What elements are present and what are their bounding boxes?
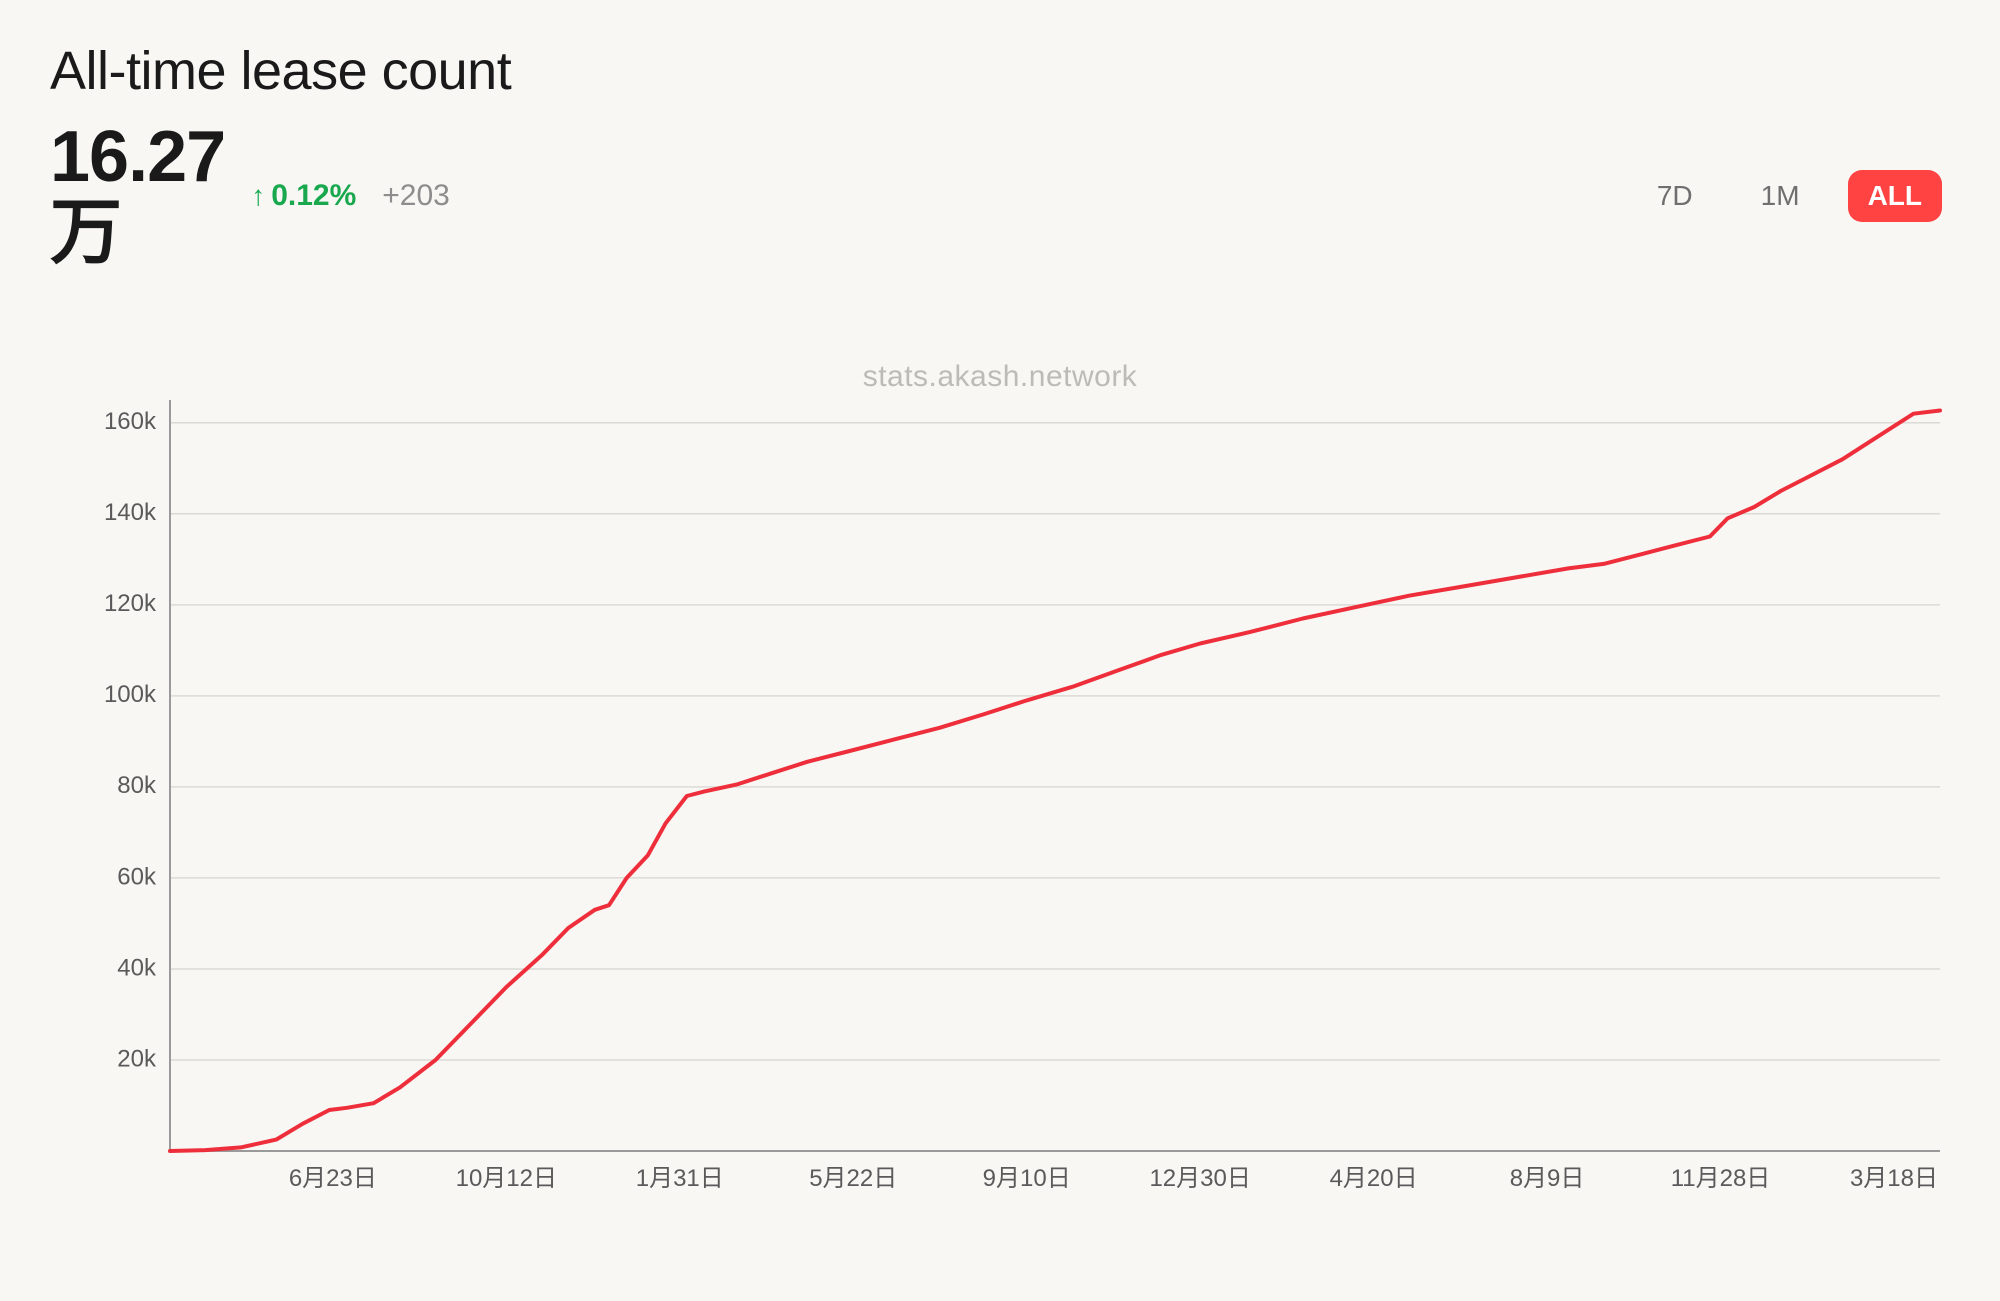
x-tick-label: 6月23日	[289, 1165, 377, 1192]
dashboard-card: All-time lease count 16.27 万 ↑ 0.12% +20…	[0, 0, 2000, 1301]
x-tick-label: 1月31日	[636, 1165, 724, 1192]
watermark-text: stats.akash.network	[0, 360, 2000, 394]
x-tick-label: 11月28日	[1671, 1165, 1771, 1192]
y-tick-label: 80k	[117, 772, 157, 799]
y-tick-label: 140k	[104, 499, 157, 526]
series-line	[170, 411, 1940, 1152]
y-tick-label: 40k	[117, 954, 157, 981]
y-tick-label: 160k	[104, 408, 157, 435]
abs-change: +203	[382, 179, 450, 213]
x-tick-label: 5月22日	[809, 1165, 897, 1192]
stat-number: 16.27	[50, 117, 225, 197]
x-tick-label: 8月9日	[1510, 1165, 1585, 1192]
line-chart: 20k 40k 60k 80k 100k 120k 140k 160k 6月23日 10月12日 1…	[90, 390, 1950, 1201]
range-tab-all[interactable]: ALL	[1848, 170, 1942, 222]
stat-value: 16.27 万	[50, 120, 225, 271]
arrow-up-icon: ↑	[251, 182, 265, 210]
pct-change-value: 0.12%	[271, 179, 356, 213]
y-tick-label: 120k	[104, 590, 157, 617]
pct-change: ↑ 0.12%	[251, 179, 356, 213]
x-tick-label: 9月10日	[983, 1165, 1071, 1192]
y-tick-label: 60k	[117, 863, 157, 890]
x-tick-label: 3月18日	[1850, 1165, 1938, 1192]
stat-unit: 万	[50, 193, 121, 273]
y-tick-label: 20k	[117, 1045, 157, 1072]
range-tab-7d[interactable]: 7D	[1637, 170, 1713, 222]
chart-area: 20k 40k 60k 80k 100k 120k 140k 160k 6月23日 10月12日 1…	[90, 390, 1950, 1201]
x-tick-label: 10月12日	[456, 1165, 557, 1192]
range-tabs: 7D 1M ALL	[1637, 170, 1950, 222]
y-tick-label: 100k	[104, 681, 157, 708]
range-tab-1m[interactable]: 1M	[1741, 170, 1820, 222]
header-row: 16.27 万 ↑ 0.12% +203 7D 1M ALL	[50, 120, 1950, 271]
stat-block: 16.27 万 ↑ 0.12% +203	[50, 120, 450, 271]
card-title: All-time lease count	[50, 40, 1950, 102]
x-tick-label: 12月30日	[1149, 1165, 1250, 1192]
x-tick-label: 4月20日	[1330, 1165, 1418, 1192]
